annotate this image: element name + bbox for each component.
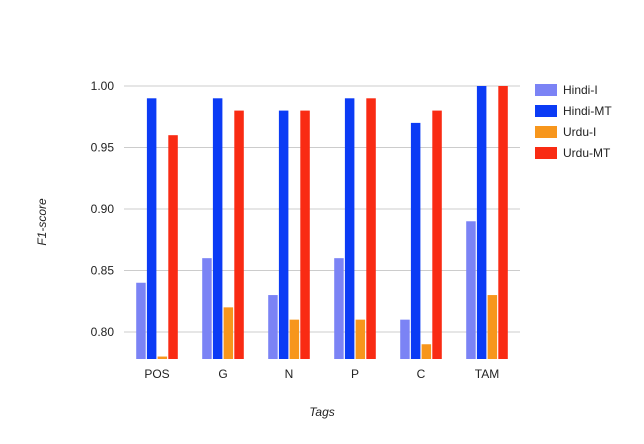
- bar: [300, 110, 310, 359]
- legend-swatch: [535, 105, 557, 117]
- bar: [432, 110, 442, 359]
- y-tick-label: 0.80: [91, 325, 115, 339]
- x-axis-ticks: POS G N P C TAM: [144, 367, 499, 381]
- y-tick-label: 0.95: [91, 140, 115, 154]
- legend-label: Hindi-I: [563, 83, 598, 97]
- bar: [168, 135, 178, 359]
- bar: [136, 282, 146, 359]
- bar: [234, 110, 244, 359]
- y-tick-label: 1.00: [91, 79, 115, 93]
- bar: [278, 110, 289, 359]
- legend: Hindi-I Hindi-MT Urdu-I Urdu-MT: [535, 83, 612, 160]
- bar: [487, 295, 498, 359]
- y-axis-ticks: 0.80 0.85 0.90 0.95 1.00: [91, 79, 115, 339]
- bar: [466, 221, 476, 359]
- y-axis-title: F1-score: [35, 198, 49, 246]
- bar: [421, 344, 432, 359]
- bar: [355, 319, 366, 359]
- bar: [476, 86, 487, 359]
- x-tick-label: TAM: [475, 367, 499, 381]
- x-tick-label: POS: [144, 367, 169, 381]
- bar: [146, 98, 157, 359]
- legend-label: Urdu-MT: [563, 146, 611, 160]
- bar: [212, 98, 223, 359]
- x-tick-label: P: [351, 367, 359, 381]
- x-axis-title: Tags: [309, 405, 335, 419]
- legend-swatch: [535, 126, 557, 138]
- bar: [289, 319, 300, 359]
- x-tick-label: C: [417, 367, 426, 381]
- x-tick-label: N: [285, 367, 294, 381]
- bar: [202, 258, 212, 359]
- y-tick-label: 0.85: [91, 263, 115, 277]
- gridlines: [124, 85, 520, 333]
- bar: [223, 307, 234, 359]
- bar: [400, 319, 410, 359]
- x-tick-label: G: [218, 367, 227, 381]
- bar: [344, 98, 355, 359]
- legend-swatch: [535, 84, 557, 96]
- bar: [498, 86, 508, 359]
- bar: [268, 295, 278, 359]
- bar: [366, 98, 376, 359]
- bar: [334, 258, 344, 359]
- legend-swatch: [535, 147, 557, 159]
- legend-label: Hindi-MT: [563, 104, 612, 118]
- bar: [410, 122, 421, 359]
- y-tick-label: 0.90: [91, 202, 115, 216]
- bars: [136, 86, 508, 359]
- legend-label: Urdu-I: [563, 125, 596, 139]
- bar: [157, 356, 168, 359]
